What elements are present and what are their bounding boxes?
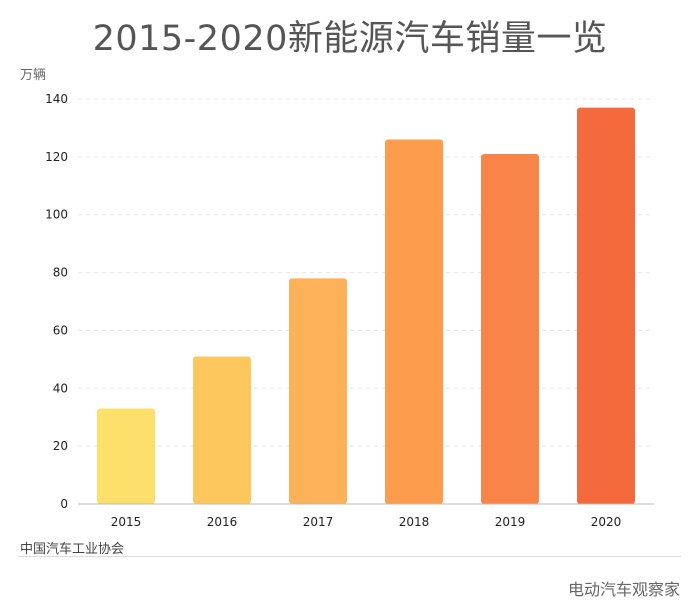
x-tick-label: 2020 [591, 515, 622, 529]
y-tick-label: 60 [53, 323, 68, 337]
x-tick-label: 2019 [495, 515, 526, 529]
divider [18, 556, 681, 557]
y-axis-ticks: 0 20 40 60 80 100 120 140 [45, 92, 68, 511]
y-tick-label: 40 [53, 381, 68, 395]
bar-2018 [385, 139, 443, 504]
y-tick-label: 120 [45, 150, 68, 164]
credit-label: 电动汽车观察家 [567, 580, 680, 599]
y-tick-label: 80 [53, 266, 68, 280]
bar-2020 [577, 107, 635, 504]
x-tick-label: 2017 [303, 515, 334, 529]
y-tick-label: 20 [53, 439, 68, 453]
bar-2016 [193, 356, 251, 504]
x-axis-ticks: 2015 2016 2017 2018 2019 2020 [111, 515, 622, 529]
y-tick-label: 140 [45, 92, 68, 106]
source-note: 中国汽车工业协会 [20, 542, 125, 557]
chart-title: 2015-2020新能源汽车销量一览 [92, 19, 608, 59]
bar-2019 [481, 153, 539, 504]
bar-2017 [289, 278, 347, 504]
y-tick-label: 0 [60, 497, 68, 511]
y-tick-label: 100 [45, 208, 68, 222]
x-tick-label: 2015 [111, 515, 142, 529]
x-tick-label: 2018 [399, 515, 430, 529]
x-tick-label: 2016 [207, 515, 238, 529]
y-axis-unit-label: 万辆 [20, 68, 47, 83]
bar-2015 [97, 408, 155, 504]
bars [97, 107, 635, 504]
grid-lines [78, 98, 654, 447]
